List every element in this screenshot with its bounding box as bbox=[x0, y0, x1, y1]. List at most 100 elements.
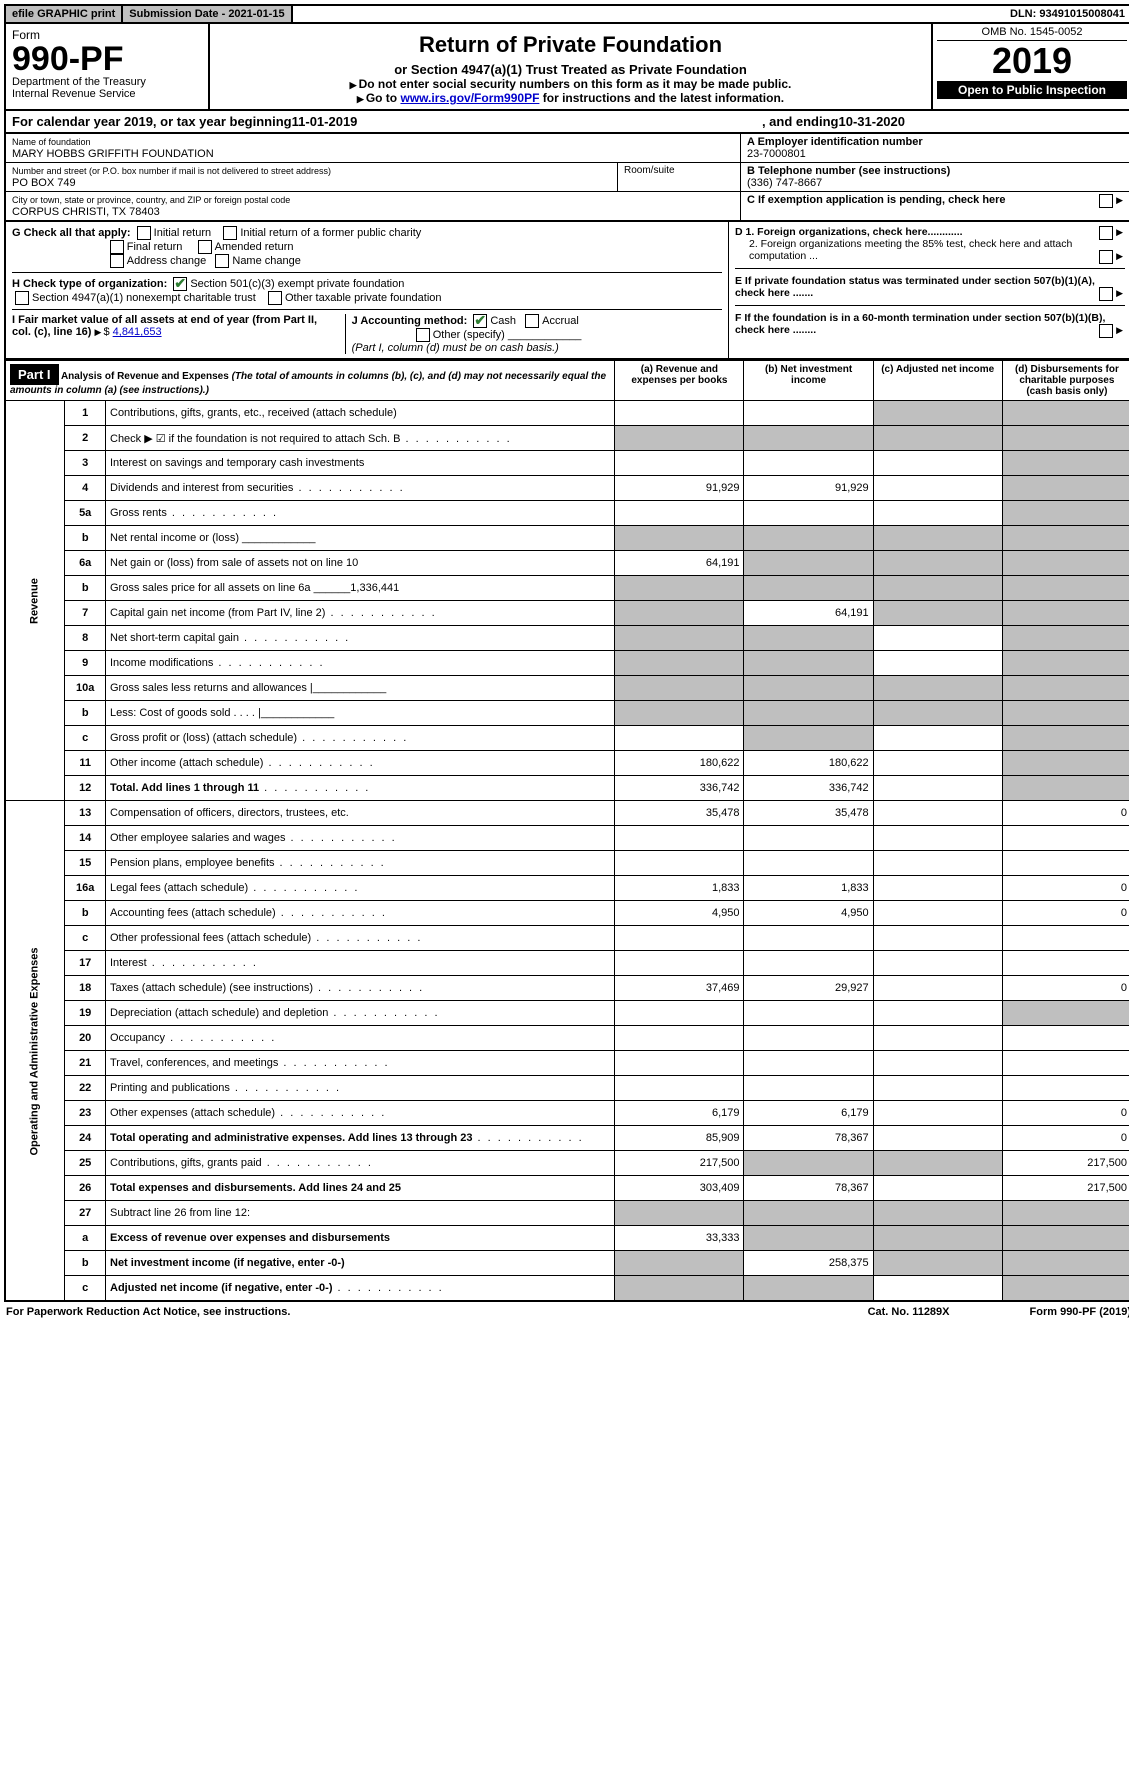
cell-col-a: 37,469 bbox=[615, 976, 744, 1001]
checkbox-name-change[interactable] bbox=[215, 254, 229, 268]
cell-col-b bbox=[744, 1001, 873, 1026]
cell-col-d bbox=[1002, 826, 1129, 851]
checkbox-d1[interactable] bbox=[1099, 226, 1113, 240]
g1: Initial return bbox=[154, 227, 211, 239]
table-row: 18Taxes (attach schedule) (see instructi… bbox=[5, 976, 1129, 1001]
checkbox-other-method[interactable] bbox=[416, 328, 430, 342]
cell-col-d bbox=[1002, 1051, 1129, 1076]
cell-col-c bbox=[873, 1201, 1002, 1226]
arrow-icon bbox=[1116, 324, 1125, 336]
line-description: Net investment income (if negative, ente… bbox=[106, 1251, 615, 1276]
line-description: Contributions, gifts, grants paid bbox=[106, 1151, 615, 1176]
address: PO BOX 749 bbox=[12, 177, 76, 189]
line-number: 22 bbox=[65, 1076, 106, 1101]
cell-col-a bbox=[615, 401, 744, 426]
cell-col-b: 64,191 bbox=[744, 601, 873, 626]
name-label: Name of foundation bbox=[12, 137, 91, 147]
line-number: 19 bbox=[65, 1001, 106, 1026]
cell-col-b bbox=[744, 626, 873, 651]
j3: Other (specify) bbox=[433, 329, 505, 341]
line-description: Other professional fees (attach schedule… bbox=[106, 926, 615, 951]
h3: Other taxable private foundation bbox=[285, 292, 442, 304]
line-number: 7 bbox=[65, 601, 106, 626]
fmv-value[interactable]: 4,841,653 bbox=[113, 326, 162, 338]
d2-label: 2. Foreign organizations meeting the 85%… bbox=[749, 238, 1072, 262]
cell-col-c bbox=[873, 851, 1002, 876]
instructions-link[interactable]: www.irs.gov/Form990PF bbox=[400, 91, 539, 105]
open-to-public: Open to Public Inspection bbox=[937, 81, 1127, 99]
cell-col-d bbox=[1002, 1251, 1129, 1276]
table-row: 16aLegal fees (attach schedule)1,8331,83… bbox=[5, 876, 1129, 901]
line-description: Adjusted net income (if negative, enter … bbox=[106, 1276, 615, 1302]
line-description: Pension plans, employee benefits bbox=[106, 851, 615, 876]
checkbox-final-return[interactable] bbox=[110, 240, 124, 254]
ein-label: A Employer identification number bbox=[747, 136, 923, 148]
phone-label: B Telephone number (see instructions) bbox=[747, 165, 950, 177]
cell-col-d bbox=[1002, 451, 1129, 476]
cell-col-c bbox=[873, 476, 1002, 501]
line-number: 20 bbox=[65, 1026, 106, 1051]
checkbox-c[interactable] bbox=[1099, 194, 1113, 208]
cell-col-b: 78,367 bbox=[744, 1126, 873, 1151]
line-number: b bbox=[65, 701, 106, 726]
line-number: 11 bbox=[65, 751, 106, 776]
dln: DLN: 93491015008041 bbox=[1004, 6, 1129, 22]
checkbox-d2[interactable] bbox=[1099, 250, 1113, 264]
cell-col-c bbox=[873, 626, 1002, 651]
table-row: bAccounting fees (attach schedule)4,9504… bbox=[5, 901, 1129, 926]
checkbox-f[interactable] bbox=[1099, 324, 1113, 338]
h-row: H Check type of organization: Section 50… bbox=[12, 272, 722, 305]
checkbox-cash[interactable] bbox=[473, 314, 487, 328]
e-row: E If private foundation status was termi… bbox=[735, 268, 1125, 299]
line-number: 25 bbox=[65, 1151, 106, 1176]
checkbox-initial-return[interactable] bbox=[137, 226, 151, 240]
line-number: 23 bbox=[65, 1101, 106, 1126]
checkbox-4947[interactable] bbox=[15, 291, 29, 305]
table-row: 26Total expenses and disbursements. Add … bbox=[5, 1176, 1129, 1201]
checkbox-address-change[interactable] bbox=[110, 254, 124, 268]
checkbox-e[interactable] bbox=[1099, 287, 1113, 301]
checkbox-accrual[interactable] bbox=[525, 314, 539, 328]
arrow-icon bbox=[357, 91, 366, 105]
header-left: Form 990-PF Department of the Treasury I… bbox=[6, 24, 210, 109]
h1: Section 501(c)(3) exempt private foundat… bbox=[190, 278, 404, 290]
cell-col-c bbox=[873, 901, 1002, 926]
cell-col-b: 78,367 bbox=[744, 1176, 873, 1201]
cell-col-b: 91,929 bbox=[744, 476, 873, 501]
arrow-icon bbox=[95, 326, 104, 338]
cell-col-a: 85,909 bbox=[615, 1126, 744, 1151]
table-row: cOther professional fees (attach schedul… bbox=[5, 926, 1129, 951]
cell-col-c bbox=[873, 751, 1002, 776]
cell-col-d bbox=[1002, 726, 1129, 751]
cell-col-a: 303,409 bbox=[615, 1176, 744, 1201]
line-description: Total operating and administrative expen… bbox=[106, 1126, 615, 1151]
cell-col-b: 258,375 bbox=[744, 1251, 873, 1276]
line-number: c bbox=[65, 926, 106, 951]
checkbox-501c3[interactable] bbox=[173, 277, 187, 291]
line-description: Capital gain net income (from Part IV, l… bbox=[106, 601, 615, 626]
ein-cell: A Employer identification number 23-7000… bbox=[741, 134, 1129, 163]
e-label: E If private foundation status was termi… bbox=[735, 275, 1095, 299]
catalog-number: Cat. No. 11289X bbox=[868, 1306, 950, 1318]
city-cell: City or town, state or province, country… bbox=[6, 192, 740, 220]
checkbox-initial-public[interactable] bbox=[223, 226, 237, 240]
top-bar: efile GRAPHIC print Submission Date - 20… bbox=[4, 4, 1129, 24]
f-label: F If the foundation is in a 60-month ter… bbox=[735, 312, 1105, 336]
line-description: Travel, conferences, and meetings bbox=[106, 1051, 615, 1076]
checkbox-other-taxable[interactable] bbox=[268, 291, 282, 305]
cell-col-b bbox=[744, 926, 873, 951]
calendar-end: 10-31-2020 bbox=[839, 114, 906, 129]
calendar-mid: , and ending bbox=[762, 114, 839, 129]
efile-button[interactable]: efile GRAPHIC print bbox=[6, 6, 123, 22]
expenses-section-label: Operating and Administrative Expenses bbox=[5, 801, 65, 1302]
line-number: 18 bbox=[65, 976, 106, 1001]
g-label: G Check all that apply: bbox=[12, 227, 131, 239]
line-number: 2 bbox=[65, 426, 106, 451]
checkbox-amended[interactable] bbox=[198, 240, 212, 254]
table-row: 15Pension plans, employee benefits bbox=[5, 851, 1129, 876]
calendar-year-row: For calendar year 2019, or tax year begi… bbox=[4, 111, 1129, 134]
h2: Section 4947(a)(1) nonexempt charitable … bbox=[32, 292, 256, 304]
part1-table: Part I Analysis of Revenue and Expenses … bbox=[4, 360, 1129, 1302]
cell-col-c bbox=[873, 876, 1002, 901]
line-description: Taxes (attach schedule) (see instruction… bbox=[106, 976, 615, 1001]
